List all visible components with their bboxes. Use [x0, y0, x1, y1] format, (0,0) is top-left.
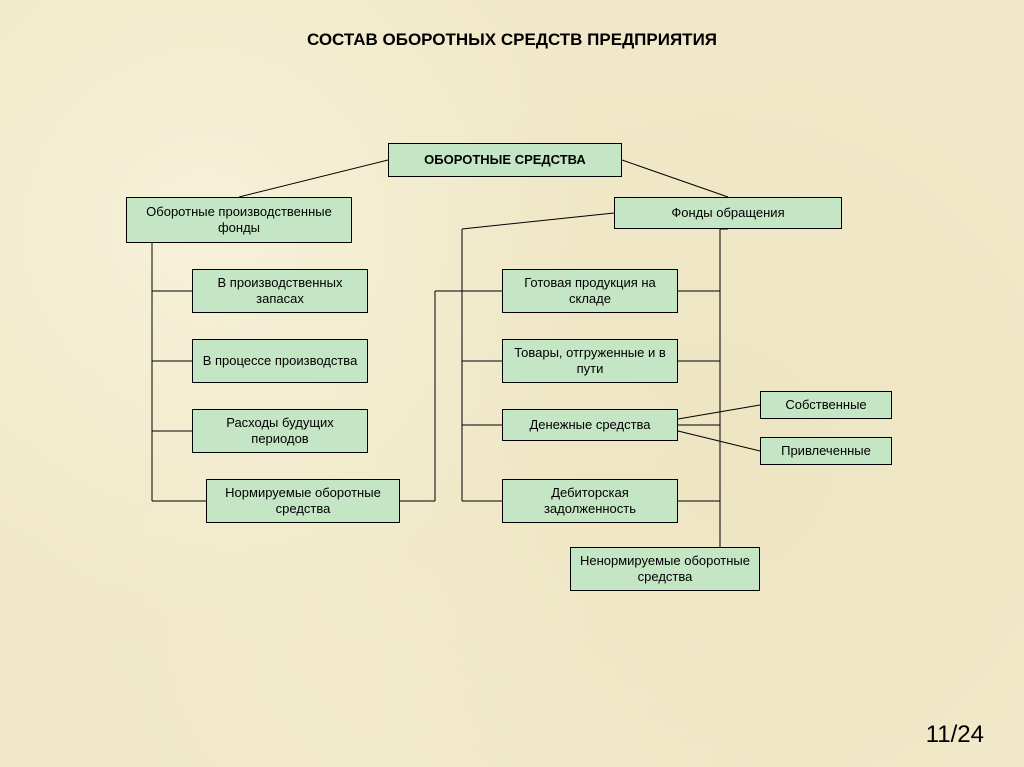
node-den: Денежные средства [502, 409, 678, 441]
node-zap: В производственных запасах [192, 269, 368, 313]
node-nenorm: Ненормируемые оборотные средства [570, 547, 760, 591]
node-sob: Собственные [760, 391, 892, 419]
node-deb: Дебиторская задолженность [502, 479, 678, 523]
node-rbp: Расходы будущих периодов [192, 409, 368, 453]
node-tov: Товары, отгруженные и в пути [502, 339, 678, 383]
node-proc: В процессе производства [192, 339, 368, 383]
page-indicator: 11/24 [926, 721, 984, 749]
node-fo: Фонды обращения [614, 197, 842, 229]
node-priv: Привлеченные [760, 437, 892, 465]
node-norm: Нормируемые оборотные средства [206, 479, 400, 523]
node-root: ОБОРОТНЫЕ СРЕДСТВА [388, 143, 622, 177]
edges-layer [0, 0, 1024, 767]
diagram-title: СОСТАВ ОБОРОТНЫХ СРЕДСТВ ПРЕДПРИЯТИЯ [0, 30, 1024, 50]
node-gp: Готовая продукция на складе [502, 269, 678, 313]
node-opf: Оборотные производственные фонды [126, 197, 352, 243]
